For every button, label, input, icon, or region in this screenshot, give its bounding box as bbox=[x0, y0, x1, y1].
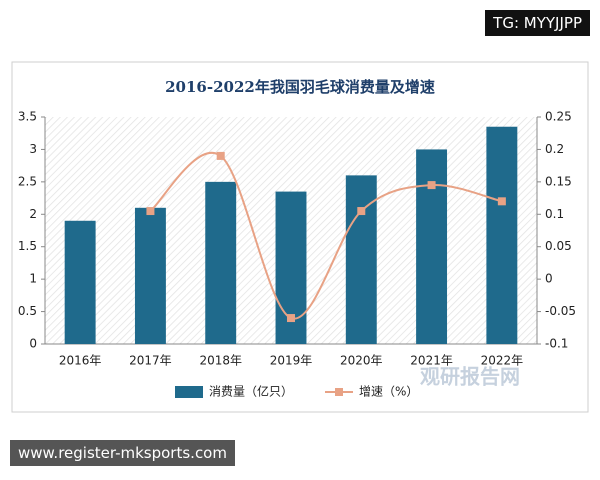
y-tick-label: 0 bbox=[29, 337, 37, 351]
bar bbox=[64, 220, 96, 344]
y-tick-label: 3 bbox=[29, 142, 37, 156]
line-marker bbox=[497, 197, 506, 206]
y-tick-label: 3.5 bbox=[18, 110, 37, 124]
legend-label: 消费量（亿只） bbox=[209, 384, 293, 399]
x-tick-label: 2022年 bbox=[481, 354, 524, 368]
bar bbox=[486, 126, 518, 344]
x-tick-label: 2018年 bbox=[199, 354, 242, 368]
x-tick-label: 2017年 bbox=[129, 354, 172, 368]
y2-tick-label: 0.05 bbox=[545, 239, 572, 253]
chart-title: 2016-2022年我国羽毛球消费量及增速 bbox=[165, 78, 435, 96]
y-tick-label: 2 bbox=[29, 207, 37, 221]
legend-label: 增速（%） bbox=[359, 385, 418, 399]
legend-swatch bbox=[335, 388, 343, 396]
legend-swatch bbox=[175, 386, 203, 398]
bar bbox=[205, 181, 237, 344]
bar bbox=[416, 149, 448, 344]
x-tick-label: 2016年 bbox=[59, 354, 102, 368]
y2-tick-label: 0.25 bbox=[545, 110, 572, 124]
y-tick-label: 2.5 bbox=[18, 174, 37, 188]
bar bbox=[134, 207, 166, 344]
bar bbox=[345, 175, 377, 344]
line-marker bbox=[357, 207, 366, 216]
y-tick-label: 1 bbox=[29, 272, 37, 286]
line-marker bbox=[216, 151, 225, 160]
x-tick-label: 2020年 bbox=[340, 354, 383, 368]
y2-tick-label: -0.05 bbox=[545, 304, 576, 318]
top-banner: TG: MYYJJPP bbox=[485, 10, 590, 36]
line-marker bbox=[146, 207, 155, 216]
bottom-banner: www.register-mksports.com bbox=[10, 440, 235, 466]
x-tick-label: 2019年 bbox=[270, 354, 313, 368]
y2-tick-label: 0.1 bbox=[545, 207, 564, 221]
y2-tick-label: 0.2 bbox=[545, 142, 564, 156]
line-marker bbox=[287, 314, 295, 323]
watermark: 观研报告网 bbox=[420, 365, 520, 389]
line-marker bbox=[427, 181, 436, 190]
y2-tick-label: 0.15 bbox=[545, 174, 572, 188]
y-tick-label: 1.5 bbox=[18, 239, 37, 253]
y2-tick-label: -0.1 bbox=[545, 337, 568, 351]
y2-tick-label: 0 bbox=[545, 272, 553, 286]
x-tick-label: 2021年 bbox=[410, 354, 453, 368]
y-tick-label: 0.5 bbox=[18, 304, 37, 318]
